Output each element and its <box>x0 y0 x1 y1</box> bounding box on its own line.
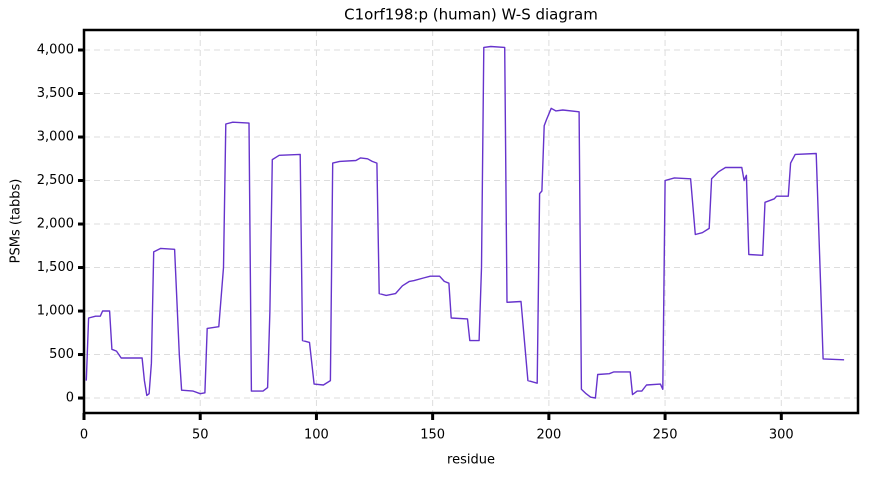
y-tick-label: 1,500 <box>37 260 74 275</box>
y-tick-label: 500 <box>49 347 74 362</box>
x-tick-label: 150 <box>420 428 445 443</box>
y-tick-label: 1,000 <box>37 304 74 319</box>
y-tick-label: 3,000 <box>37 130 74 145</box>
y-tick-label: 0 <box>66 391 74 406</box>
x-tick-label: 50 <box>192 428 209 443</box>
y-tick-label: 3,500 <box>37 86 74 101</box>
x-tick-label: 100 <box>304 428 329 443</box>
x-tick-label: 200 <box>536 428 561 443</box>
data-line <box>85 45 845 399</box>
y-tick-label: 2,000 <box>37 217 74 232</box>
y-tick-label: 2,500 <box>37 173 74 188</box>
y-axis-label: PSMs (tabbs) <box>9 179 24 264</box>
x-axis-label: residue <box>447 453 495 468</box>
plot-frame <box>82 28 860 415</box>
x-tick-label: 0 <box>80 428 88 443</box>
x-tick-label: 250 <box>653 428 678 443</box>
y-tick-label: 4,000 <box>37 43 74 58</box>
x-tick-label: 300 <box>769 428 794 443</box>
chart-title: C1orf198:p (human) W-S diagram <box>344 6 598 24</box>
